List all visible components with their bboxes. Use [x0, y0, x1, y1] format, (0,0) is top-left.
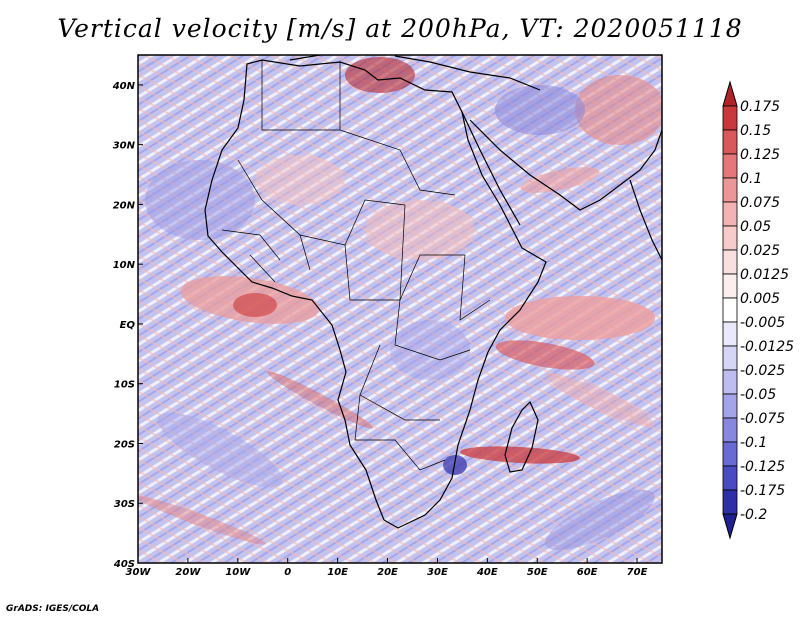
colorbar-segment: [722, 225, 738, 251]
colorbar: 0.175 0.15 0.125 0.1 0.075 0.05 0.025 0.0125 0.0…: [722, 80, 794, 540]
colorbar-label: 0.15: [740, 123, 771, 139]
colorbar-label: -0.1: [740, 435, 767, 451]
colorbar-label: 0.0125: [740, 267, 789, 283]
colorbar-label: 0.125: [740, 147, 780, 163]
arabia-coast: [469, 119, 662, 211]
coastlines: [204, 55, 662, 529]
colorbar-label: 0.075: [740, 195, 780, 211]
y-tick-label: 20N: [113, 200, 136, 211]
y-axis: 40N 30N 20N 10N EQ 10S 20S 30S 40S: [112, 81, 143, 570]
y-tick-label: 10N: [113, 260, 136, 271]
colorbar-label: -0.0125: [740, 339, 794, 355]
colorbar-segment: [722, 441, 738, 467]
colorbar-segment: [722, 489, 738, 515]
colorbar-segment: [722, 129, 738, 155]
colorbar-segment: [722, 393, 738, 419]
colorbar-segment: [722, 177, 738, 203]
madagascar: [504, 400, 539, 473]
colorbar-label: 0.005: [740, 291, 780, 307]
colorbar-segment: [722, 417, 738, 443]
colorbar-segment: [722, 153, 738, 179]
y-tick-label: 40N: [112, 81, 136, 92]
x-tick-label: 10E: [327, 567, 348, 578]
x-axis: 30W 20W 10W 0 10E 20E 30E 40E 50E 60E 70E: [126, 558, 648, 578]
y-tick-label: 30S: [114, 499, 135, 510]
colorbar-segment: [722, 249, 738, 275]
y-tick-label: EQ: [120, 320, 136, 331]
colorbar-label: -0.125: [740, 459, 785, 475]
colorbar-label: -0.025: [740, 363, 785, 379]
plot-frame: [137, 54, 663, 564]
colorbar-label: 0.1: [740, 171, 762, 187]
x-tick-label: 30E: [427, 567, 448, 578]
colorbar-label: -0.075: [740, 411, 785, 427]
x-tick-label: 30W: [126, 567, 152, 578]
x-tick-label: 40E: [476, 567, 498, 578]
colorbar-label: -0.05: [740, 387, 776, 403]
colorbar-segment: [722, 321, 738, 347]
y-tick-label: 40S: [113, 559, 135, 570]
x-tick-label: 10W: [225, 567, 251, 578]
colorbar-label: -0.005: [740, 315, 785, 331]
y-tick-label: 20S: [114, 439, 135, 450]
grads-credit: GrADS: IGES/COLA: [6, 604, 100, 614]
colorbar-segment: [722, 201, 738, 227]
x-tick-label: 60E: [577, 567, 598, 578]
colorbar-label: -0.2: [740, 507, 767, 523]
y-tick-label: 30N: [113, 141, 136, 152]
colorbar-segment: [722, 105, 738, 131]
x-tick-label: 20W: [175, 567, 201, 578]
x-tick-label: 0: [284, 567, 291, 578]
plot-title: Vertical velocity [m/s] at 200hPa, VT: 2…: [57, 14, 743, 43]
africa-coast: [204, 59, 547, 529]
india-coast: [629, 179, 662, 261]
colorbar-segment: [722, 465, 738, 491]
y-tick-label: 10S: [114, 380, 135, 391]
mediterranean-north: [289, 55, 541, 91]
red-sea: [461, 111, 521, 226]
colorbar-bottom-arrow: [722, 513, 738, 540]
colorbar-label: 0.05: [740, 219, 771, 235]
country-borders: [221, 60, 491, 471]
velocity-field: [138, 55, 662, 563]
x-tick-label: 20E: [377, 567, 398, 578]
colorbar-segment: [722, 297, 738, 323]
colorbar-label: 0.025: [740, 243, 780, 259]
colorbar-label: -0.175: [740, 483, 785, 499]
x-tick-label: 70E: [627, 567, 648, 578]
colorbar-top-arrow: [722, 80, 738, 107]
colorbar-segment: [722, 369, 738, 395]
colorbar-segment: [722, 345, 738, 371]
x-tick-label: 50E: [527, 567, 548, 578]
colorbar-segment: [722, 273, 738, 299]
colorbar-label: 0.175: [740, 99, 780, 115]
